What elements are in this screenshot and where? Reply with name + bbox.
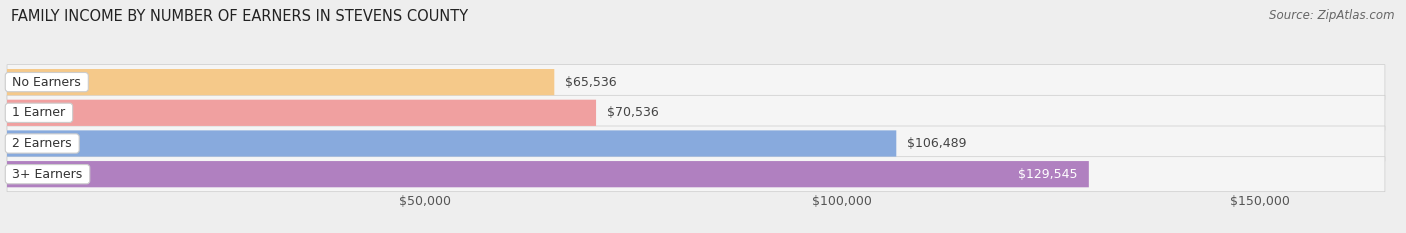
Text: 1 Earner: 1 Earner [8,106,69,119]
Text: FAMILY INCOME BY NUMBER OF EARNERS IN STEVENS COUNTY: FAMILY INCOME BY NUMBER OF EARNERS IN ST… [11,9,468,24]
Text: $106,489: $106,489 [907,137,967,150]
FancyBboxPatch shape [7,157,1385,192]
FancyBboxPatch shape [7,69,554,95]
Text: No Earners: No Earners [8,76,86,89]
FancyBboxPatch shape [7,95,1385,130]
FancyBboxPatch shape [7,65,1385,100]
FancyBboxPatch shape [7,126,1385,161]
Text: Source: ZipAtlas.com: Source: ZipAtlas.com [1270,9,1395,22]
Text: 3+ Earners: 3+ Earners [8,168,87,181]
FancyBboxPatch shape [7,161,1088,187]
Text: $129,545: $129,545 [1018,168,1078,181]
FancyBboxPatch shape [7,130,896,157]
Text: $65,536: $65,536 [565,76,617,89]
Text: 2 Earners: 2 Earners [8,137,76,150]
Text: $70,536: $70,536 [607,106,659,119]
FancyBboxPatch shape [7,100,596,126]
